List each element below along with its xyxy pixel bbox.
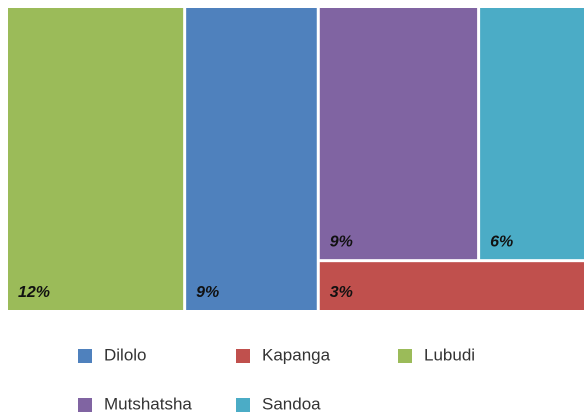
treemap-cell [186,8,317,310]
treemap-cell [319,262,584,310]
legend-swatch [236,398,250,412]
value-label: 6% [490,233,513,250]
treemap-cell [480,8,584,260]
legend-label: Mutshatsha [104,394,192,413]
legend-label: Lubudi [424,345,475,364]
value-label: 9% [330,233,353,250]
value-label: 3% [330,284,353,301]
legend-label: Kapanga [262,345,331,364]
legend-label: Dilolo [104,345,147,364]
legend-label: Sandoa [262,394,321,413]
value-label: 12% [18,284,50,301]
legend-swatch [78,398,92,412]
value-label: 9% [196,284,219,301]
legend-swatch [236,349,250,363]
treemap-cell [8,8,184,310]
legend-swatch [398,349,412,363]
legend-swatch [78,349,92,363]
treemap-cell [319,8,478,260]
